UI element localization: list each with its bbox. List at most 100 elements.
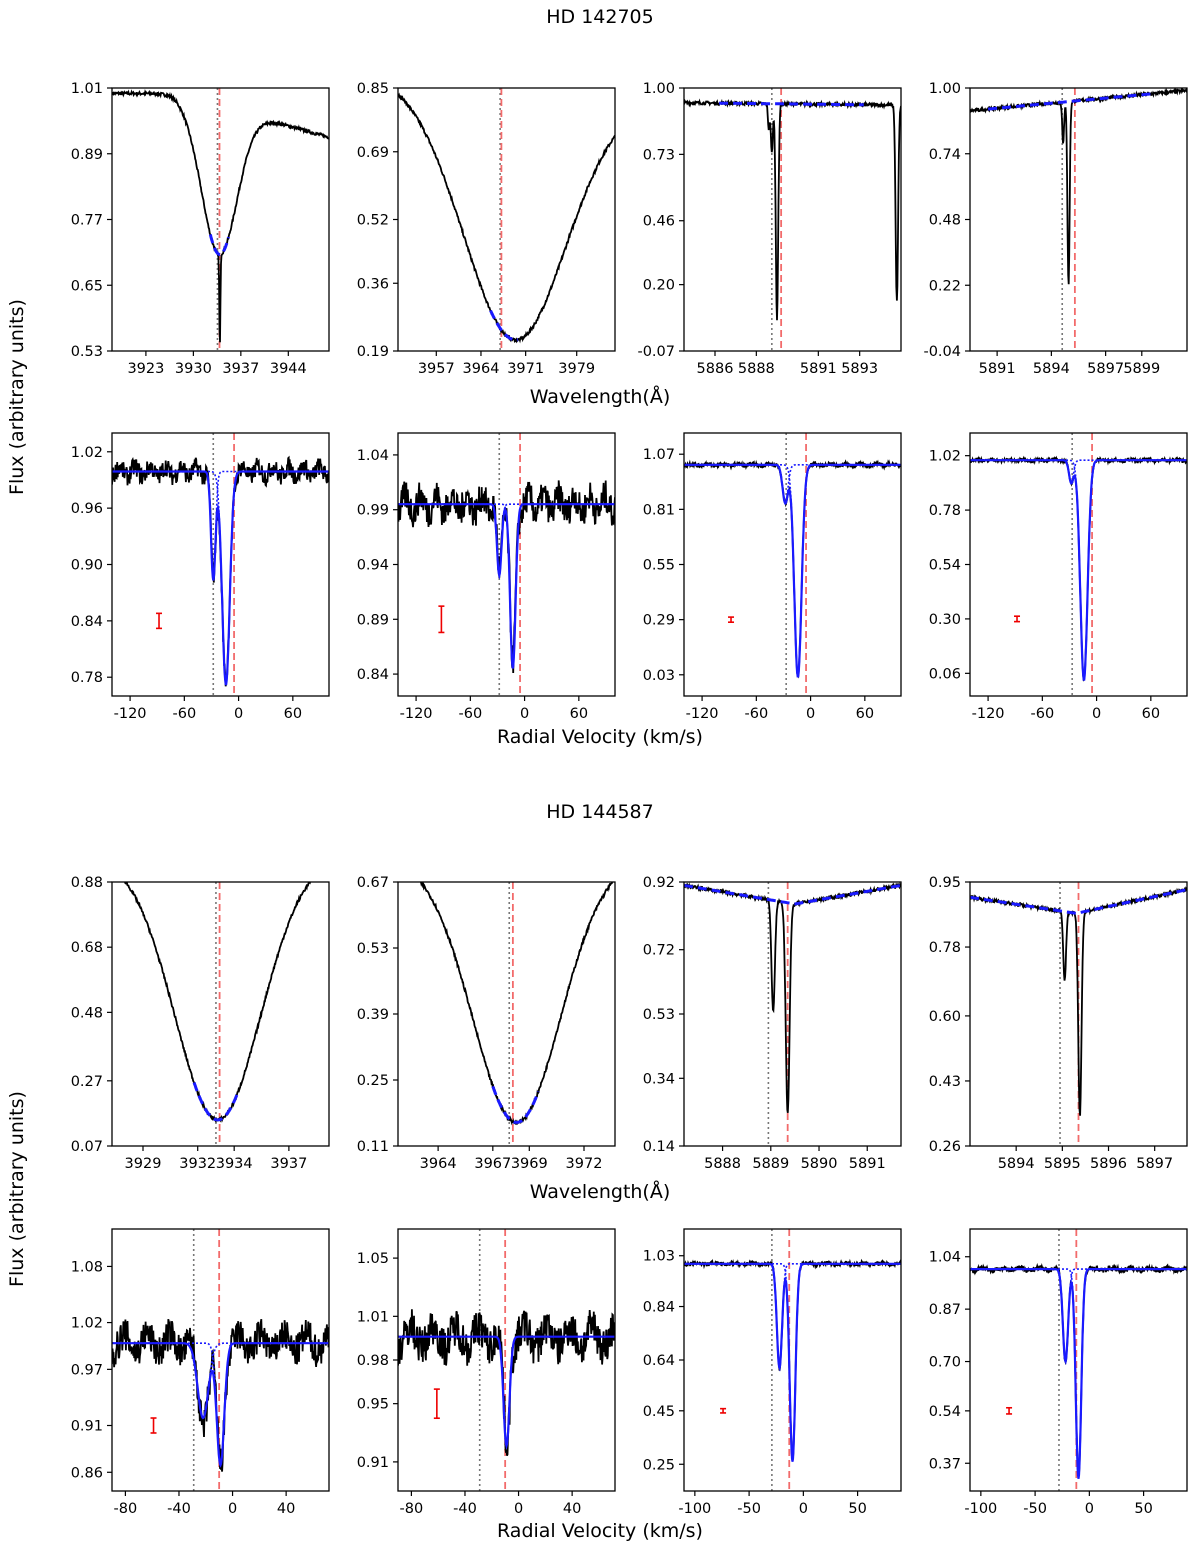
y-tick-label: 0.72	[643, 943, 675, 959]
x-tick-label: -60	[458, 706, 482, 722]
y-tick-label: 0.22	[929, 278, 961, 294]
total-fit-line	[970, 459, 1187, 681]
x-tick-label: -100	[678, 1501, 711, 1517]
y-tick-label: 0.52	[357, 213, 389, 229]
x-tick-label: 0	[520, 706, 529, 722]
x-tick-label: 3934	[216, 1156, 253, 1172]
y-tick-label: 0.07	[71, 1139, 103, 1155]
panel-hd-144587-wave-ca-ii-h: 3964 3967 3969 3972 0.11 0.25 0.39 0.53 0.67	[357, 875, 616, 1172]
plot-area	[970, 1229, 1187, 1491]
y-tick-label: 0.91	[357, 1455, 389, 1471]
plot-area	[418, 882, 614, 1146]
y-tick-label: 0.14	[643, 1139, 675, 1155]
y-tick-label: 1.02	[71, 445, 103, 461]
y-tick-label: 0.36	[357, 276, 389, 292]
y-tick-label: 0.53	[357, 941, 389, 957]
y-tick-label: 0.37	[929, 1456, 961, 1472]
y-tick-label: 0.54	[929, 558, 961, 574]
error-bar	[433, 1388, 440, 1420]
y-tick-label: 0.20	[643, 278, 675, 294]
y-tick-label: 0.92	[643, 875, 675, 891]
x-tick-label: 5894	[998, 1156, 1035, 1172]
x-tick-label: 0	[1085, 1501, 1094, 1517]
y-tick-label: 1.01	[71, 81, 103, 97]
y-tick-label: 0.53	[71, 344, 103, 360]
y-tick-label: 0.30	[929, 612, 961, 628]
plot-area	[970, 88, 1187, 351]
total-fit-line	[112, 470, 329, 686]
y-tick-label: 1.08	[71, 1259, 103, 1275]
y-tick-label: 0.84	[643, 1300, 675, 1316]
plot-area	[684, 88, 901, 351]
x-tick-label: 3979	[558, 361, 595, 377]
y-tick-label: 0.73	[643, 147, 675, 163]
x-tick-label: 3930	[175, 361, 212, 377]
y-tick-label: 0.43	[929, 1074, 961, 1090]
x-tick-label: -40	[453, 1501, 477, 1517]
continuum-fit-dashed-line	[970, 888, 1187, 915]
x-tick-label: 5893	[841, 361, 878, 377]
x-tick-label: 60	[1142, 706, 1160, 722]
total-fit-line	[970, 1268, 1187, 1479]
x-tick-label: 60	[570, 706, 588, 722]
continuum-fit-dashed-line	[489, 309, 519, 342]
plot-area	[684, 433, 901, 696]
x-tick-label: 0	[1092, 706, 1101, 722]
x-tick-label: 3937	[222, 361, 259, 377]
panel-hd-144587-wave-ca-ii-k: 3929 3932 3934 3937 0.07 0.27 0.48 0.68 0.88	[71, 875, 330, 1172]
x-tick-label: 0	[799, 1501, 808, 1517]
figure-title-hd-142705: HD 142705	[546, 6, 654, 28]
y-tick-label: 0.25	[643, 1457, 675, 1473]
y-tick-label: 0.91	[71, 1419, 103, 1435]
total-fit-line	[398, 503, 615, 669]
x-tick-label: 3969	[511, 1156, 548, 1172]
wavelength-axis-label: Wavelength(Å)	[529, 1181, 671, 1203]
radial-velocity-axis-label: Radial Velocity (km/s)	[497, 1520, 703, 1542]
x-tick-label: 5891	[800, 361, 837, 377]
component-2-dotted-line	[684, 464, 901, 678]
y-tick-label: 0.88	[71, 875, 103, 891]
plot-area	[112, 88, 329, 351]
x-tick-label: 3923	[127, 361, 164, 377]
total-fit-line	[112, 1342, 329, 1468]
x-tick-label: 50	[1134, 1501, 1152, 1517]
x-tick-label: -50	[737, 1501, 761, 1517]
x-tick-label: 5890	[801, 1156, 838, 1172]
x-tick-label: 5889	[752, 1156, 789, 1172]
panel-hd-144587-rv-na-i-d1: -100 -50 0 50 0.37 0.54 0.70 0.87 1.04	[929, 1228, 1188, 1517]
y-tick-label: 0.90	[71, 558, 103, 574]
y-tick-label: 1.05	[357, 1251, 389, 1267]
panel-hd-142705-rv-na-i-d1: -120 -60 0 60 0.06 0.30 0.54 0.78 1.02	[929, 432, 1188, 722]
x-tick-label: 0	[234, 706, 243, 722]
y-tick-label: 0.34	[643, 1071, 675, 1087]
y-tick-label: 0.78	[929, 503, 961, 519]
plot-area	[684, 882, 901, 1146]
normalized-spectrum-line	[970, 1262, 1187, 1477]
plot-area	[970, 882, 1187, 1146]
wavelength-axis-label: Wavelength(Å)	[529, 386, 671, 408]
y-tick-label: 0.81	[643, 502, 675, 518]
x-tick-label: 50	[848, 1501, 866, 1517]
normalized-spectrum-line	[684, 1258, 901, 1462]
x-tick-label: -80	[114, 1501, 138, 1517]
plot-area	[398, 88, 615, 351]
error-bar	[720, 1407, 727, 1414]
y-tick-label: 1.07	[643, 447, 675, 463]
plot-area	[112, 433, 329, 696]
x-tick-label: 40	[563, 1501, 581, 1517]
y-tick-label: 0.96	[71, 501, 103, 517]
y-tick-label: 0.99	[357, 503, 389, 519]
panel-hd-142705-wave-ca-ii-h: 3957 3964 3971 3979 0.19 0.36 0.52 0.69 0.85	[357, 81, 616, 377]
x-tick-label: -100	[964, 1501, 997, 1517]
x-tick-label: 5897	[1087, 361, 1124, 377]
error-bar	[1006, 1406, 1013, 1415]
error-bar	[728, 616, 735, 623]
normalized-spectrum-line	[398, 1309, 615, 1457]
component-2-dotted-line	[970, 1268, 1187, 1479]
x-tick-label: 5899	[1123, 361, 1160, 377]
x-tick-label: 5891	[979, 361, 1016, 377]
error-bar	[150, 1417, 157, 1434]
y-tick-label: 0.03	[643, 668, 675, 684]
x-tick-label: 5886	[697, 361, 734, 377]
radial-velocity-axis-label: Radial Velocity (km/s)	[497, 726, 703, 748]
